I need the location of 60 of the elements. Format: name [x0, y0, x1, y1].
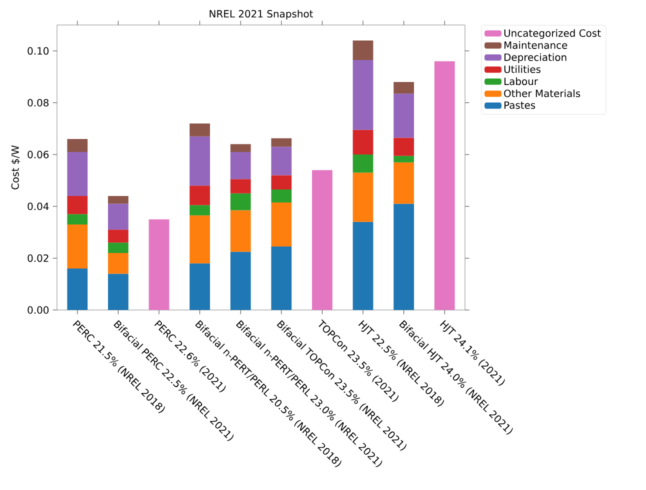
bar	[190, 123, 210, 136]
legend-label: Depreciation	[504, 53, 566, 63]
bar	[190, 186, 210, 206]
bar	[230, 193, 251, 210]
bar	[67, 196, 88, 214]
legend-label: Maintenance	[504, 41, 568, 49]
bar	[190, 205, 210, 216]
bar	[67, 268, 88, 310]
bar	[352, 222, 374, 310]
chart-title: NREL 2021 Snapshot	[210, 10, 314, 20]
bar	[67, 139, 88, 152]
bar	[434, 61, 455, 310]
bar	[271, 190, 292, 202]
bar	[108, 196, 128, 204]
bar	[230, 152, 251, 180]
y-tick-label: 0.10	[28, 47, 49, 55]
bar	[190, 215, 210, 264]
bar	[352, 172, 374, 222]
y-tick-label: 0.00	[28, 306, 49, 314]
bar	[108, 204, 128, 230]
bar	[312, 170, 332, 310]
y-tick-label: 0.02	[28, 254, 48, 262]
bar	[67, 152, 88, 196]
legend-label: Utilities	[504, 65, 541, 74]
bar	[394, 82, 414, 94]
bar	[108, 274, 128, 310]
bar	[271, 175, 292, 190]
bar	[271, 202, 292, 247]
bar	[67, 224, 88, 269]
bar	[394, 204, 414, 310]
bar	[352, 40, 374, 60]
legend-label: Other Materials	[504, 89, 580, 98]
bar	[67, 214, 88, 224]
bar	[230, 144, 251, 152]
legend-label: Uncategorized Cost	[504, 29, 601, 39]
bar	[352, 154, 374, 173]
bar	[352, 130, 374, 155]
bar	[108, 242, 128, 253]
bar	[108, 230, 128, 243]
bar	[108, 253, 128, 274]
bar	[148, 219, 170, 310]
bar	[352, 60, 374, 130]
y-axis-title: Cost $/W	[11, 145, 20, 190]
bar	[394, 138, 414, 156]
bar	[271, 246, 292, 310]
bar	[394, 156, 414, 162]
bar	[190, 263, 210, 310]
legend-label: Labour	[504, 77, 538, 86]
y-tick-label: 0.06	[28, 150, 49, 158]
y-tick-label: 0.08	[28, 98, 49, 106]
bar	[190, 136, 210, 186]
bar	[394, 162, 414, 204]
bar	[271, 138, 292, 147]
y-tick-label: 0.04	[28, 202, 49, 210]
bar	[230, 252, 251, 310]
bar	[230, 179, 251, 194]
legend-label: Pastes	[504, 101, 536, 109]
bar	[394, 94, 414, 138]
bar	[230, 210, 251, 252]
bar	[271, 146, 292, 176]
